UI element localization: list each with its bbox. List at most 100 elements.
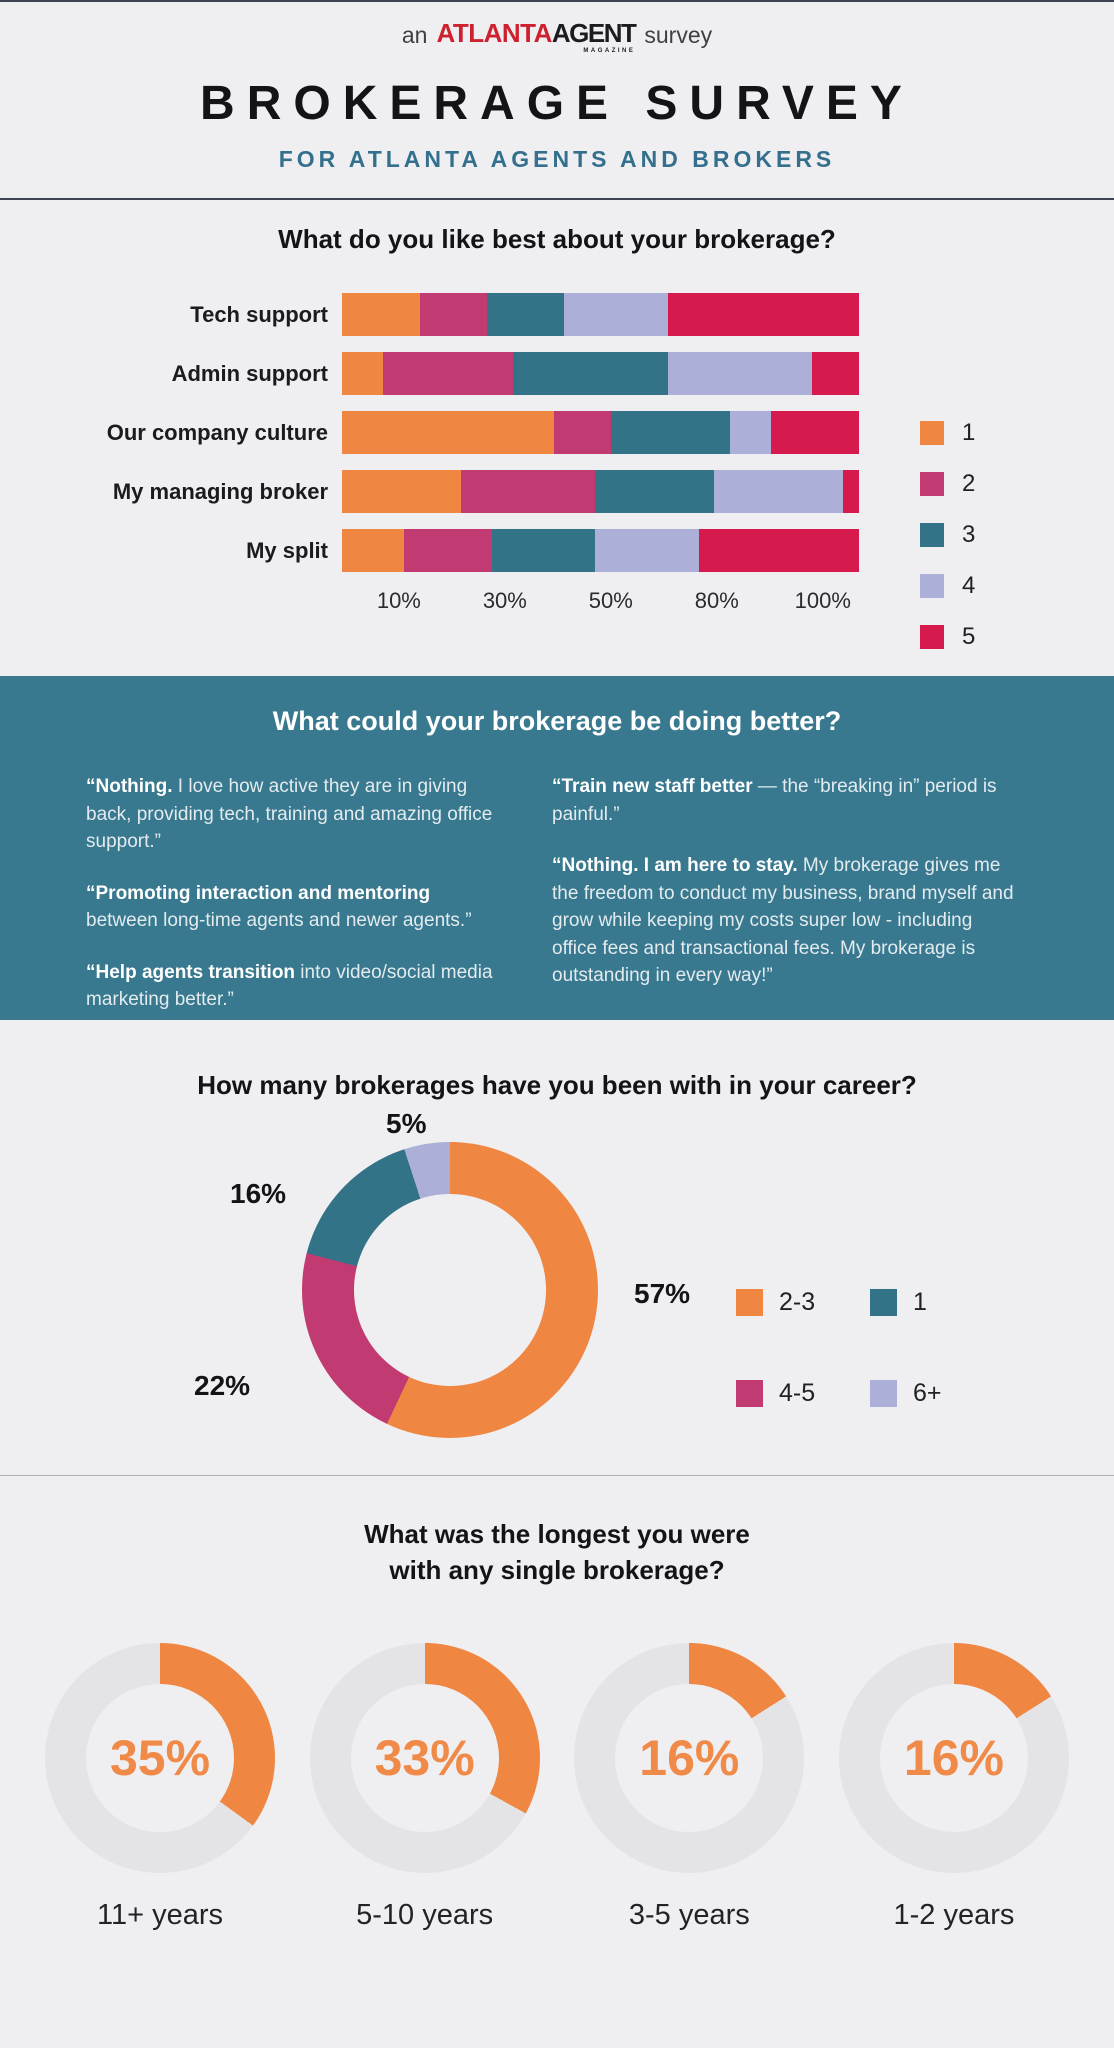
bar-segment-4	[667, 352, 813, 395]
legend-item: 3	[920, 521, 975, 549]
gauge-row: 35% 11+ years 33% 5-10 years 16% 3-5 years 16%…	[0, 1642, 1114, 1932]
quote-rest: — the “breaking in” period is painful.”	[552, 776, 997, 825]
donut-legend-item: 6+	[870, 1379, 942, 1408]
bar-row: My split	[0, 529, 1114, 572]
donut-percent-label-6+: 5%	[386, 1108, 427, 1139]
gauge-percent-value: 16%	[639, 1729, 740, 1786]
logo-prefix: an	[401, 22, 428, 48]
x-axis: 10% 30% 50% 80% 100%	[342, 588, 859, 618]
gauge-ring: 35%	[45, 1642, 275, 1873]
donut-legend-item: 4-5	[736, 1379, 870, 1408]
donut-legend-swatch	[870, 1289, 897, 1316]
longest-section-title: What was the longest you were with any s…	[0, 1476, 1114, 1589]
gauge-ring: 33%	[309, 1642, 540, 1873]
bar-segment-2	[404, 529, 492, 572]
legend-label: 2	[962, 470, 976, 497]
donut-legend-label: 4-5	[779, 1379, 816, 1407]
section-longest-gauges: What was the longest you were with any s…	[0, 1476, 1114, 2046]
legend-swatch	[920, 523, 944, 547]
legend-swatch	[920, 574, 944, 598]
donut-legend-label: 2-3	[779, 1288, 816, 1316]
bar-chart-legend: 1 2 3 4 5	[920, 419, 975, 674]
x-axis-tick-label: 10%	[376, 588, 421, 613]
donut-legend-item: 2-3	[736, 1288, 870, 1317]
legend-label: 3	[962, 521, 976, 548]
quote-rest: I love how active they are in giving bac…	[86, 776, 493, 853]
quote: “Nothing. I love how active they are in …	[86, 773, 494, 856]
gauge: 16% 1-2 years	[838, 1642, 1070, 1932]
section-likes-chart: What do you like best about your brokera…	[0, 200, 1114, 676]
atlanta-agent-logo: ATLANTA AGENT MAGAZINE	[436, 18, 637, 54]
bar-segment-5	[667, 293, 859, 336]
longest-title-line2: with any single brokerage?	[389, 1555, 725, 1586]
bar-segment-5	[812, 352, 859, 395]
bar-category-label: My split	[246, 537, 328, 563]
bar-category-label: Admin support	[171, 360, 328, 386]
legend-label: 4	[962, 572, 976, 599]
bar-segment-4	[714, 470, 844, 513]
likes-chart-title: What do you like best about your brokera…	[278, 224, 836, 254]
logo-atlanta: ATLANTA	[436, 18, 552, 48]
bar-row: Admin support	[0, 352, 1114, 395]
legend-swatch	[920, 625, 944, 649]
quotes-column-left: “Nothing. I love how active they are in …	[86, 773, 494, 1038]
quote: “Promoting interaction and mentoring bet…	[86, 880, 494, 935]
bar-segment-3	[512, 352, 668, 395]
bar-segment-2	[419, 293, 487, 336]
top-border	[0, 0, 1114, 2]
bar-segment-5	[843, 470, 859, 513]
gauge-label: 3-5 years	[628, 1898, 750, 1931]
legend-swatch	[920, 421, 944, 445]
bar-category-label: Tech support	[190, 301, 328, 327]
career-donut-chart	[302, 1142, 598, 1438]
page-subtitle: FOR ATLANTA AGENTS AND BROKERS	[278, 146, 836, 172]
gauge-ring: 16%	[574, 1642, 805, 1873]
stacked-bar-chart: Tech support Admin support Our company cul…	[0, 293, 1114, 650]
donut-percent-label-2-3: 57%	[634, 1278, 691, 1309]
gauge-percent-value: 33%	[374, 1729, 475, 1786]
quote-lead: “Promoting interaction and mentoring	[86, 882, 431, 904]
bar-segment-2	[383, 352, 513, 395]
bar-row: My managing broker	[0, 470, 1114, 513]
quote-lead: “Nothing. I am here to stay.	[552, 855, 798, 877]
gauge-label: 5-10 years	[356, 1898, 494, 1931]
quote-lead: “Help agents transition	[86, 961, 296, 983]
quote: “Help agents transition into video/socia…	[86, 959, 494, 1014]
bar-segment-5	[698, 529, 859, 572]
legend-item: 5	[920, 623, 975, 651]
bar-segment-4	[564, 293, 668, 336]
donut-legend-label: 6+	[913, 1379, 942, 1407]
quote-lead: “Nothing.	[86, 776, 173, 797]
quote-lead: “Train new staff better	[552, 776, 753, 797]
bar-segment-1	[342, 293, 420, 336]
x-axis-tick-label: 80%	[694, 588, 739, 613]
header: an ATLANTA AGENT MAGAZINE survey BROKERA…	[0, 2, 1114, 200]
gauge: 35% 11+ years	[44, 1642, 276, 1932]
bar-segment-4	[595, 529, 699, 572]
legend-item: 4	[920, 572, 975, 600]
x-axis-tick-label: 100%	[794, 588, 851, 613]
bar-row: Tech support	[0, 293, 1114, 336]
stacked-bar	[342, 411, 859, 454]
logo-agent: AGENT	[551, 18, 637, 48]
quote: “Train new staff better — the “breaking …	[552, 773, 1014, 828]
section-career-donut: How many brokerages have you been with i…	[0, 1020, 1114, 1476]
career-donut-legend: 2-3 1 4-5 6+	[736, 1288, 942, 1408]
bar-segment-3	[491, 529, 596, 572]
magazine-logo: an ATLANTA AGENT MAGAZINE survey	[0, 2, 1114, 54]
quote-rest: between long-time agents and newer agent…	[86, 910, 472, 932]
stacked-bar	[342, 529, 859, 572]
gauge: 33% 5-10 years	[309, 1642, 541, 1932]
stacked-bar	[342, 293, 859, 336]
donut-legend-swatch	[870, 1380, 897, 1407]
bar-segment-4	[729, 411, 772, 454]
quote: “Nothing. I am here to stay. My brokerag…	[552, 852, 1014, 990]
donut-legend-item: 1	[870, 1288, 942, 1317]
legend-label: 1	[962, 419, 976, 446]
x-axis-tick-label: 50%	[588, 588, 633, 613]
bar-category-label: My managing broker	[112, 478, 328, 504]
logo-magazine-tagline: MAGAZINE	[583, 48, 636, 54]
quotes-columns: “Nothing. I love how active they are in …	[0, 773, 1114, 1038]
section-quotes: What could your brokerage be doing bette…	[0, 676, 1114, 1020]
quotes-section-title: What could your brokerage be doing bette…	[272, 706, 842, 736]
